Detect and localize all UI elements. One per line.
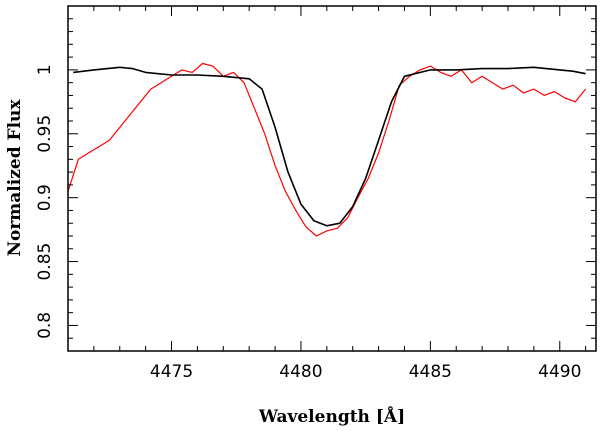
series-line-0 bbox=[67, 62, 587, 237]
x-axis-title: Wavelength [Å] bbox=[258, 405, 405, 427]
x-tick-label: 4485 bbox=[409, 362, 452, 382]
y-axis-title: Normalized Flux bbox=[5, 99, 25, 257]
y-tick-label: 0.95 bbox=[35, 115, 55, 153]
y-tick-label: 0.85 bbox=[35, 243, 55, 281]
tick-label-layer: 4475 4480 4485 4490 0.8 0.85 0.9 0.95 1 bbox=[35, 64, 581, 382]
x-tick-label: 4475 bbox=[150, 362, 193, 382]
tick-layer bbox=[67, 5, 596, 352]
plot-frame bbox=[67, 5, 597, 352]
y-tick-label: 0.9 bbox=[35, 184, 55, 211]
x-tick-label: 4490 bbox=[538, 362, 581, 382]
y-tick-label: 0.8 bbox=[35, 312, 55, 339]
x-tick-label: 4480 bbox=[279, 362, 322, 382]
y-tick-label: 1 bbox=[35, 64, 55, 75]
series-line-1 bbox=[73, 66, 586, 227]
series-layer bbox=[67, 62, 587, 237]
